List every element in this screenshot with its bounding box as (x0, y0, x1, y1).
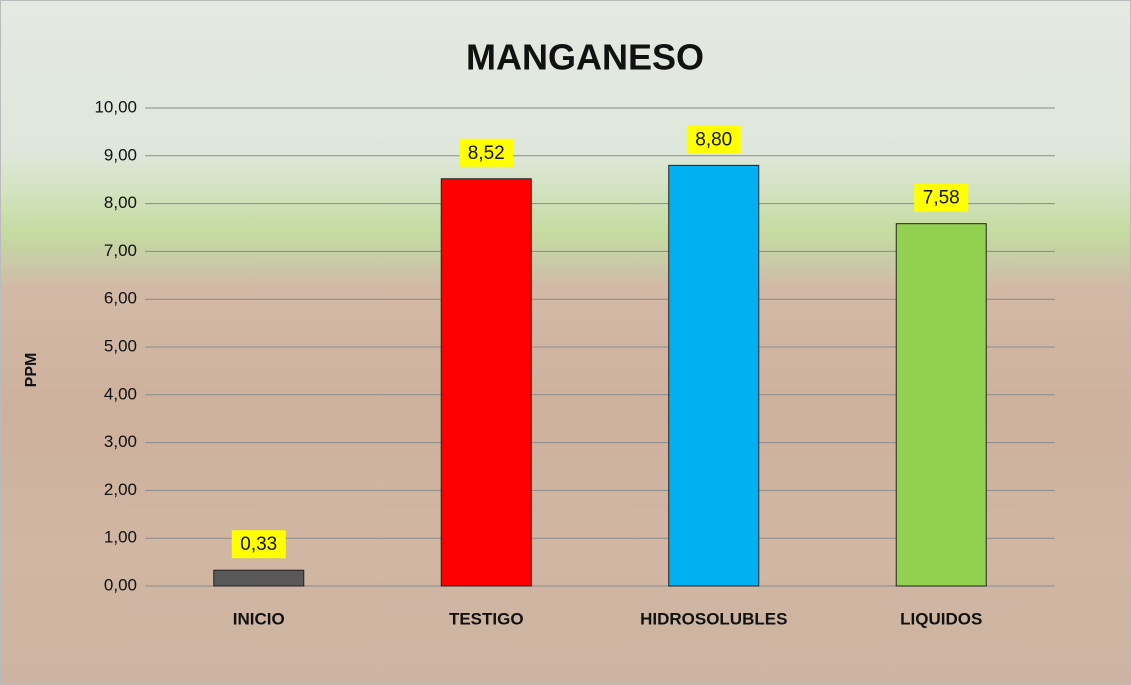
chart-background: MANGANESO PPM 0,00 1,00 2,00 3,00 4,00 5,00 6,… (0, 0, 1131, 685)
x-tick-label: HIDROSOLUBLES (640, 609, 787, 628)
bar (214, 570, 304, 586)
chart: MANGANESO PPM 0,00 1,00 2,00 3,00 4,00 5,00 6,… (0, 0, 1131, 685)
y-tick-label: 10,00 (94, 97, 137, 116)
y-tick-label: 8,00 (104, 193, 137, 212)
chart-title: MANGANESO (466, 37, 704, 78)
y-axis-label: PPM (23, 353, 40, 388)
value-label: 0,33 (240, 534, 277, 555)
y-tick-label: 9,00 (104, 145, 137, 164)
x-tick-label: TESTIGO (449, 609, 524, 628)
y-tick-label: 6,00 (104, 289, 137, 308)
y-tick-label: 5,00 (104, 336, 137, 355)
bar (669, 165, 759, 586)
y-tick-label: 3,00 (104, 432, 137, 451)
value-label: 8,52 (468, 143, 505, 164)
y-tick-label: 4,00 (104, 384, 137, 403)
value-label: 7,58 (923, 188, 960, 209)
y-tick-label: 0,00 (104, 575, 137, 594)
x-tick-label: LIQUIDOS (900, 609, 982, 628)
bar (441, 179, 531, 586)
bar (896, 224, 986, 586)
y-tick-label: 1,00 (104, 528, 137, 547)
x-tick-label: INICIO (233, 609, 285, 628)
value-label: 8,80 (695, 129, 732, 150)
y-tick-label: 7,00 (104, 241, 137, 260)
y-tick-label: 2,00 (104, 480, 137, 499)
